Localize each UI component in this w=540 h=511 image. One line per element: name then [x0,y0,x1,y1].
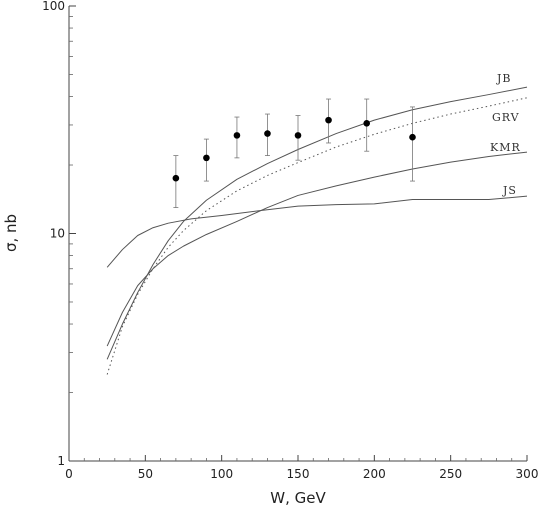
data-point [203,154,210,162]
curve-label-grv: GRV [492,111,520,124]
y-axis-title: σ, nb [2,214,20,252]
curve-label-kmr: KMR [490,141,521,154]
y-tick-label: 100 [42,0,65,13]
x-tick-label: 150 [287,467,310,481]
data-point [409,133,416,141]
curve-js [106,195,528,268]
x-tick-label: 250 [439,467,462,481]
x-axis-title: W, GeV [270,489,326,507]
y-tick-label: 1 [57,454,65,468]
x-tick-label: 0 [65,467,73,481]
data-point [363,120,371,127]
curves [106,86,528,375]
tick-labels: 0 50 100 150 200 250 300 1 10 100 [42,0,538,481]
curve-labels: JB GRV KMR JS [490,72,521,197]
curve-kmr [106,151,528,347]
y-tick-label: 10 [50,227,65,241]
data-point [264,130,271,137]
data-point [172,174,180,182]
data-point [233,132,241,139]
curve-label-jb: JB [496,72,512,85]
curve-jb [106,86,528,360]
curve-grv [106,97,528,375]
data-point [325,116,332,124]
axis-ticks [68,5,528,462]
x-tick-label: 200 [363,467,386,481]
data-points [172,98,416,208]
x-tick-label: 50 [138,467,153,481]
x-tick-label: 100 [210,467,233,481]
plot-area [68,6,527,462]
data-point [294,132,302,139]
curve-label-js: JS [502,184,517,197]
x-tick-label: 300 [516,467,539,481]
